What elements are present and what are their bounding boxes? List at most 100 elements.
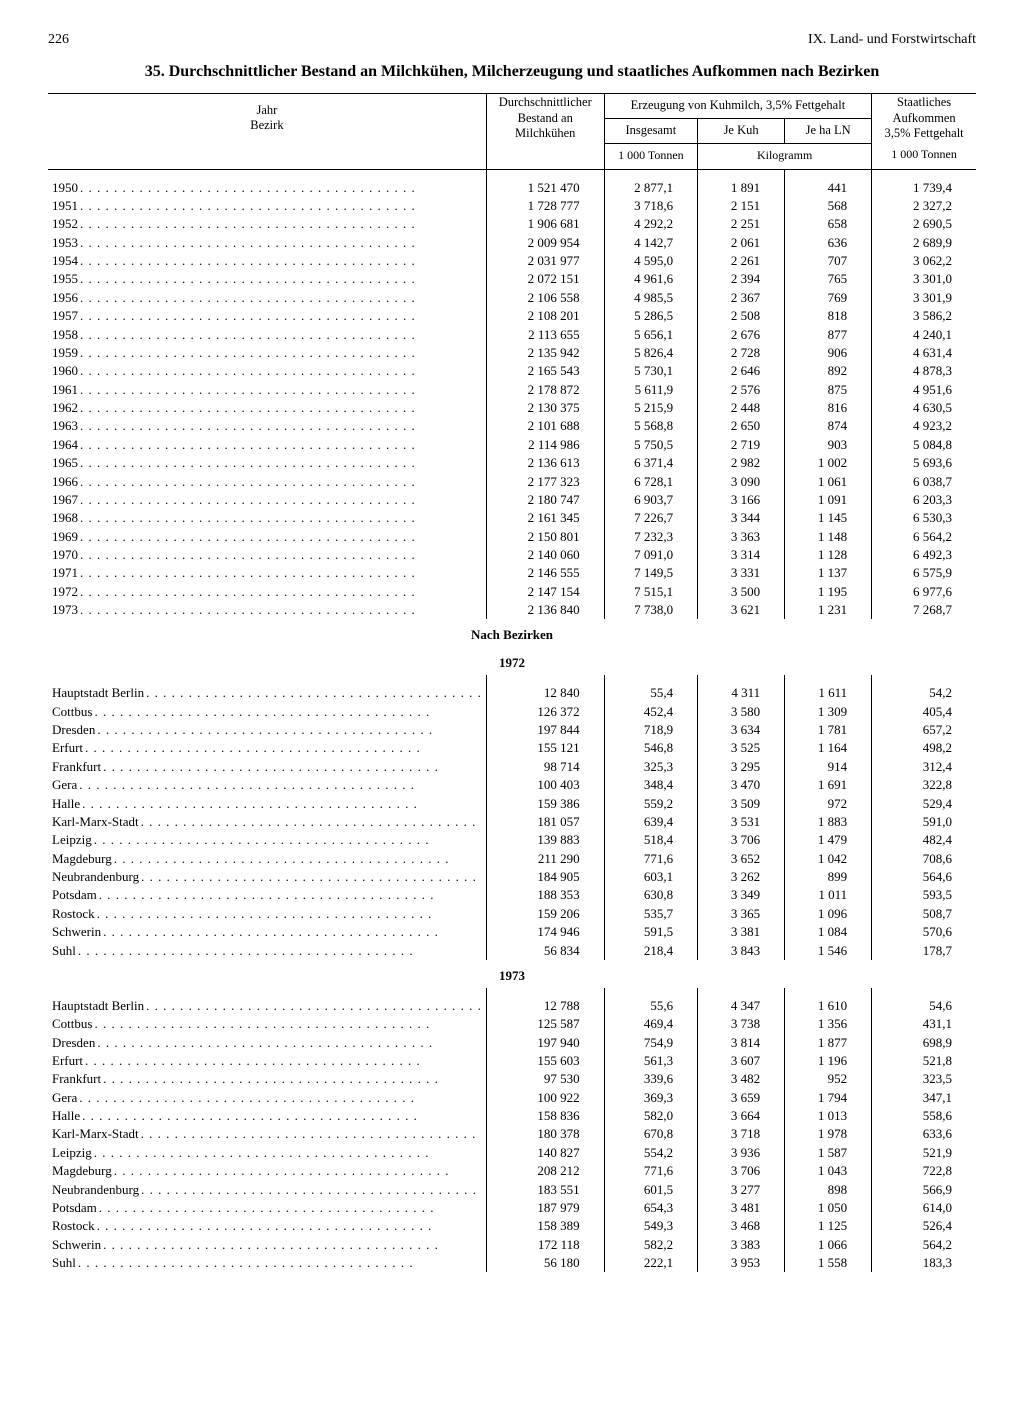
cell-cows: 56 180 [486,1254,604,1272]
table-row: Hauptstadt Berlin12 84055,44 3111 61154,… [48,675,976,702]
cell-per_cow: 3 706 [698,831,785,849]
cell-total: 771,6 [604,850,697,868]
cell-cows: 2 136 613 [486,454,604,472]
cell-per_cow: 3 166 [698,491,785,509]
cell-per_ha: 1 356 [785,1015,872,1033]
cell-per_ha: 1 002 [785,454,872,472]
cell-total: 601,5 [604,1180,697,1198]
cell-total: 4 985,5 [604,289,697,307]
row-label: 1952 [48,215,486,233]
cell-per_cow: 2 508 [698,307,785,325]
cell-per_cow: 3 277 [698,1180,785,1198]
cell-per_ha: 1 883 [785,813,872,831]
cell-total: 452,4 [604,703,697,721]
cell-per_cow: 3 531 [698,813,785,831]
cell-per_cow: 2 576 [698,380,785,398]
cell-per_ha: 1 691 [785,776,872,794]
cell-state: 6 492,3 [872,546,976,564]
row-label: 1953 [48,233,486,251]
row-label: 1959 [48,344,486,362]
cell-per_cow: 3 500 [698,583,785,601]
cell-per_ha: 1 061 [785,472,872,490]
cell-per_ha: 1 125 [785,1217,872,1235]
cell-state: 6 530,3 [872,509,976,527]
cell-per_ha: 952 [785,1070,872,1088]
cell-state: 3 062,2 [872,252,976,270]
table-row: 19532 009 9544 142,72 0616362 689,9 [48,233,976,251]
cell-total: 546,8 [604,739,697,757]
cell-cows: 158 389 [486,1217,604,1235]
cell-state: 4 631,4 [872,344,976,362]
cell-per_cow: 3 349 [698,886,785,904]
cell-per_cow: 2 261 [698,252,785,270]
cell-per_cow: 2 676 [698,325,785,343]
cell-cows: 2 108 201 [486,307,604,325]
table-row: Potsdam187 979654,33 4811 050614,0 [48,1199,976,1217]
cell-cows: 2 101 688 [486,417,604,435]
table-row: Dresden197 940754,93 8141 877698,9 [48,1033,976,1051]
row-label: Schwerin [48,1235,486,1253]
row-label: 1958 [48,325,486,343]
cell-per_ha: 1 196 [785,1052,872,1070]
table-row: 19682 161 3457 226,73 3441 1456 530,3 [48,509,976,527]
cell-per_ha: 1 794 [785,1088,872,1106]
row-label: 1962 [48,399,486,417]
cell-per_cow: 3 363 [698,527,785,545]
row-label: Magdeburg [48,1162,486,1180]
cell-cows: 2 146 555 [486,564,604,582]
cell-per_cow: 3 365 [698,905,785,923]
cell-state: 178,7 [872,941,976,959]
cell-per_ha: 1 084 [785,923,872,941]
cell-per_cow: 3 381 [698,923,785,941]
row-label: 1965 [48,454,486,472]
row-label: Erfurt [48,739,486,757]
cell-per_cow: 3 295 [698,758,785,776]
table-row: 19692 150 8017 232,33 3631 1486 564,2 [48,527,976,545]
cell-per_ha: 765 [785,270,872,288]
cell-cows: 174 946 [486,923,604,941]
cell-per_cow: 4 311 [698,675,785,702]
cell-per_cow: 3 652 [698,850,785,868]
cell-total: 55,4 [604,675,697,702]
cell-per_cow: 3 482 [698,1070,785,1088]
row-label: Suhl [48,941,486,959]
cell-cows: 1 906 681 [486,215,604,233]
row-label: Karl-Marx-Stadt [48,1125,486,1143]
row-label: Dresden [48,721,486,739]
table-row: Karl-Marx-Stadt180 378670,83 7181 978633… [48,1125,976,1143]
cell-cows: 140 827 [486,1144,604,1162]
table-row: Suhl56 834218,43 8431 546178,7 [48,941,976,959]
row-label: 1961 [48,380,486,398]
cell-per_ha: 874 [785,417,872,435]
row-label: 1971 [48,564,486,582]
table-row: Halle159 386559,23 509972529,4 [48,794,976,812]
cell-cows: 211 290 [486,850,604,868]
cell-state: 4 951,6 [872,380,976,398]
cell-state: 521,9 [872,1144,976,1162]
cell-total: 7 091,0 [604,546,697,564]
cell-total: 2 877,1 [604,169,697,197]
cell-per_cow: 3 659 [698,1088,785,1106]
row-label: Schwerin [48,923,486,941]
cell-per_cow: 3 706 [698,1162,785,1180]
cell-total: 6 371,4 [604,454,697,472]
table-row: 19511 728 7773 718,62 1515682 327,2 [48,197,976,215]
section-1973: 1973 [48,960,976,988]
cell-per_cow: 3 468 [698,1217,785,1235]
cell-cows: 125 587 [486,1015,604,1033]
cell-cows: 12 840 [486,675,604,702]
row-label: Neubrandenburg [48,868,486,886]
row-label: Frankfurt [48,758,486,776]
cell-total: 6 903,7 [604,491,697,509]
cell-state: 6 977,6 [872,583,976,601]
row-label: Rostock [48,1217,486,1235]
cell-per_cow: 3 331 [698,564,785,582]
row-label: Dresden [48,1033,486,1051]
cell-per_ha: 1 013 [785,1107,872,1125]
cell-cows: 56 834 [486,941,604,959]
cell-state: 708,6 [872,850,976,868]
row-label: Hauptstadt Berlin [48,988,486,1015]
cell-cows: 100 403 [486,776,604,794]
table-row: Halle158 836582,03 6641 013558,6 [48,1107,976,1125]
cell-per_ha: 636 [785,233,872,251]
